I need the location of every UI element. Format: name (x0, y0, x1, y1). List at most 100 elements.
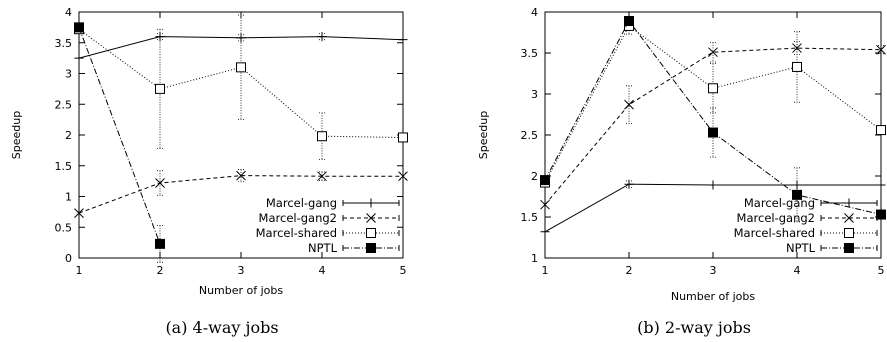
data-point (236, 62, 246, 73)
error-bar (238, 14, 244, 121)
legend-line-caps (342, 215, 400, 221)
y-tick-label: 1.5 (521, 211, 539, 224)
error-bar (238, 169, 244, 183)
legend-marker (844, 243, 854, 253)
data-point (708, 47, 718, 58)
data-point (792, 61, 802, 72)
legend-label: Marcel-shared (256, 226, 337, 240)
y-tick-label: 2.5 (521, 129, 539, 142)
data-point (236, 170, 246, 181)
legend-line-caps (342, 230, 400, 236)
x-tick-label: 3 (238, 264, 245, 277)
legend-label: Marcel-gang (744, 196, 815, 210)
chart-caption: (b) 2-way jobs (637, 318, 751, 337)
error-bar (710, 41, 716, 63)
data-point (155, 83, 165, 94)
y-tick-label: 3 (531, 88, 538, 101)
series-nptl (74, 22, 165, 263)
y-tick-label: 4 (65, 6, 72, 19)
error-bar (794, 167, 800, 223)
chart-2way: 1 1.5 2 2.5 3 3.5 4 1 2 3 4 5 Marcel-gangMarcel-gan… (477, 6, 886, 337)
legend-line-caps (820, 245, 878, 251)
data-point (74, 208, 84, 218)
legend-marker (844, 198, 854, 208)
x-tick-label: 1 (542, 264, 549, 277)
data-point (398, 171, 408, 182)
error-bar (710, 107, 716, 158)
y-tick-label: 3.5 (55, 37, 73, 50)
chart-caption: (a) 4-way jobs (165, 318, 278, 337)
y-tick-label: 2 (65, 129, 72, 142)
data-point (708, 83, 718, 94)
y-tick-label: 1.5 (55, 160, 73, 173)
y-tick-label: 0.5 (55, 221, 73, 234)
data-point (792, 189, 802, 200)
y-tick-label: 2 (531, 170, 538, 183)
series-line (78, 27, 161, 245)
legend-marker (844, 228, 854, 238)
data-point (398, 35, 408, 45)
legend-label: Marcel-shared (734, 226, 815, 240)
error-bar (319, 171, 325, 181)
plot-frame (78, 11, 404, 259)
data-point (876, 180, 886, 190)
data-point (317, 171, 327, 182)
data-point (155, 178, 165, 188)
y-tick-label: 2.5 (55, 98, 73, 111)
axis-ticks: 1 1.5 2 2.5 3 3.5 4 1 2 3 4 5 (521, 6, 885, 277)
data-point (624, 16, 634, 27)
data-point (155, 238, 165, 249)
error-bar (878, 45, 884, 55)
series-marcel-gang (540, 179, 886, 237)
y-tick-label: 3.5 (521, 47, 539, 60)
y-tick-label: 0 (65, 252, 72, 265)
y-axis-label: Speedup (477, 111, 490, 159)
data-point (708, 180, 718, 190)
legend-label: NPTL (308, 241, 338, 255)
legend-line-caps (342, 200, 400, 206)
x-tick-label: 5 (400, 264, 407, 277)
error-bar (626, 85, 632, 124)
x-tick-label: 1 (76, 264, 83, 277)
x-tick-label: 4 (319, 264, 326, 277)
x-tick-label: 2 (626, 264, 633, 277)
data-point (540, 227, 550, 237)
data-point (708, 127, 718, 138)
chart-4way: 00.511.522.533.541 2 3 4 5 Marcel-gangMarcel… (10, 6, 408, 337)
data-point (624, 99, 634, 110)
legend-marker (366, 198, 376, 208)
series-line (544, 47, 882, 206)
series-line (78, 175, 403, 214)
y-tick-label: 1 (531, 252, 538, 265)
legend-label: Marcel-gang2 (259, 211, 337, 225)
data-point (540, 175, 550, 186)
legend-label: Marcel-gang (266, 196, 337, 210)
axis-ticks: 0 0.5 1 1.5 2 2.5 3 3.5 4 1 2 3 4 5 (55, 6, 407, 277)
error-bar (710, 63, 716, 114)
legend-line-caps (342, 245, 400, 251)
y-axis-label: Speedup (10, 111, 23, 159)
legend-marker (366, 228, 376, 238)
data-point (792, 43, 802, 53)
data-point (398, 132, 408, 143)
data-point (624, 179, 634, 189)
series-marcel-gang2 (74, 169, 408, 218)
data-point (876, 44, 886, 55)
x-axis-label: Number of jobs (199, 284, 284, 297)
series-group (74, 14, 408, 263)
legend-marker (366, 243, 376, 253)
legend-marker (366, 213, 376, 223)
error-bar (157, 28, 163, 149)
x-tick-label: 4 (794, 264, 801, 277)
data-point (540, 199, 550, 210)
legend-label: Marcel-gang2 (737, 211, 815, 225)
legend-line-caps (820, 230, 878, 236)
data-point (74, 53, 84, 63)
data-point (317, 131, 327, 142)
data-point (317, 32, 327, 42)
series-nptl (540, 16, 886, 223)
x-tick-label: 3 (710, 264, 717, 277)
data-point (876, 125, 886, 136)
